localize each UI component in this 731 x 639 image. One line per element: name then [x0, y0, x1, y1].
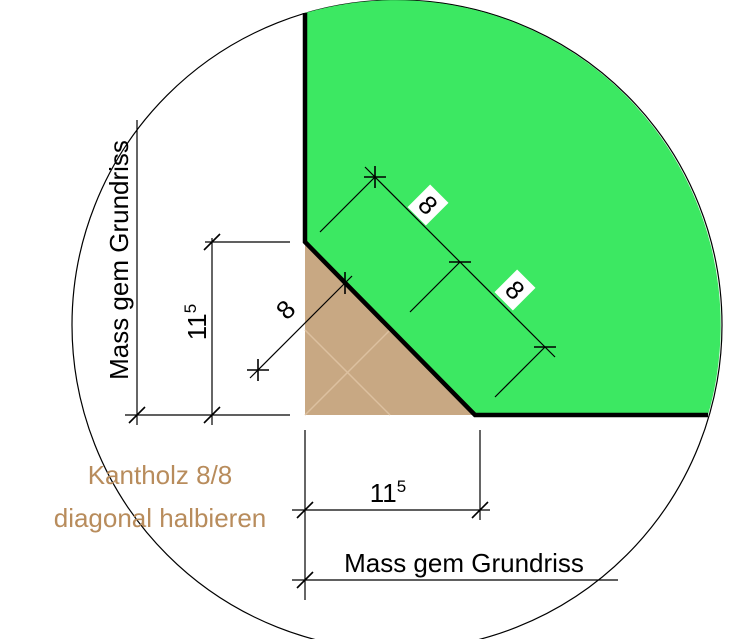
- dimensions: [125, 120, 618, 600]
- material-label: diagonal halbieren: [54, 503, 267, 533]
- green-area: [305, 0, 721, 416]
- edge-thick: [302, 13, 708, 418]
- material-label: Kantholz 8/8: [88, 460, 233, 490]
- horizontal-small-label: 115: [370, 477, 406, 508]
- diagonal-small-label: 8: [270, 294, 301, 325]
- wood-line: [304, 329, 391, 416]
- vertical-small-label: 115: [181, 304, 212, 340]
- left-dimension-label: Mass gem Grundriss: [104, 140, 134, 380]
- bottom-dimension-label: Mass gem Grundriss: [344, 548, 584, 578]
- circle-outline: [71, 0, 723, 639]
